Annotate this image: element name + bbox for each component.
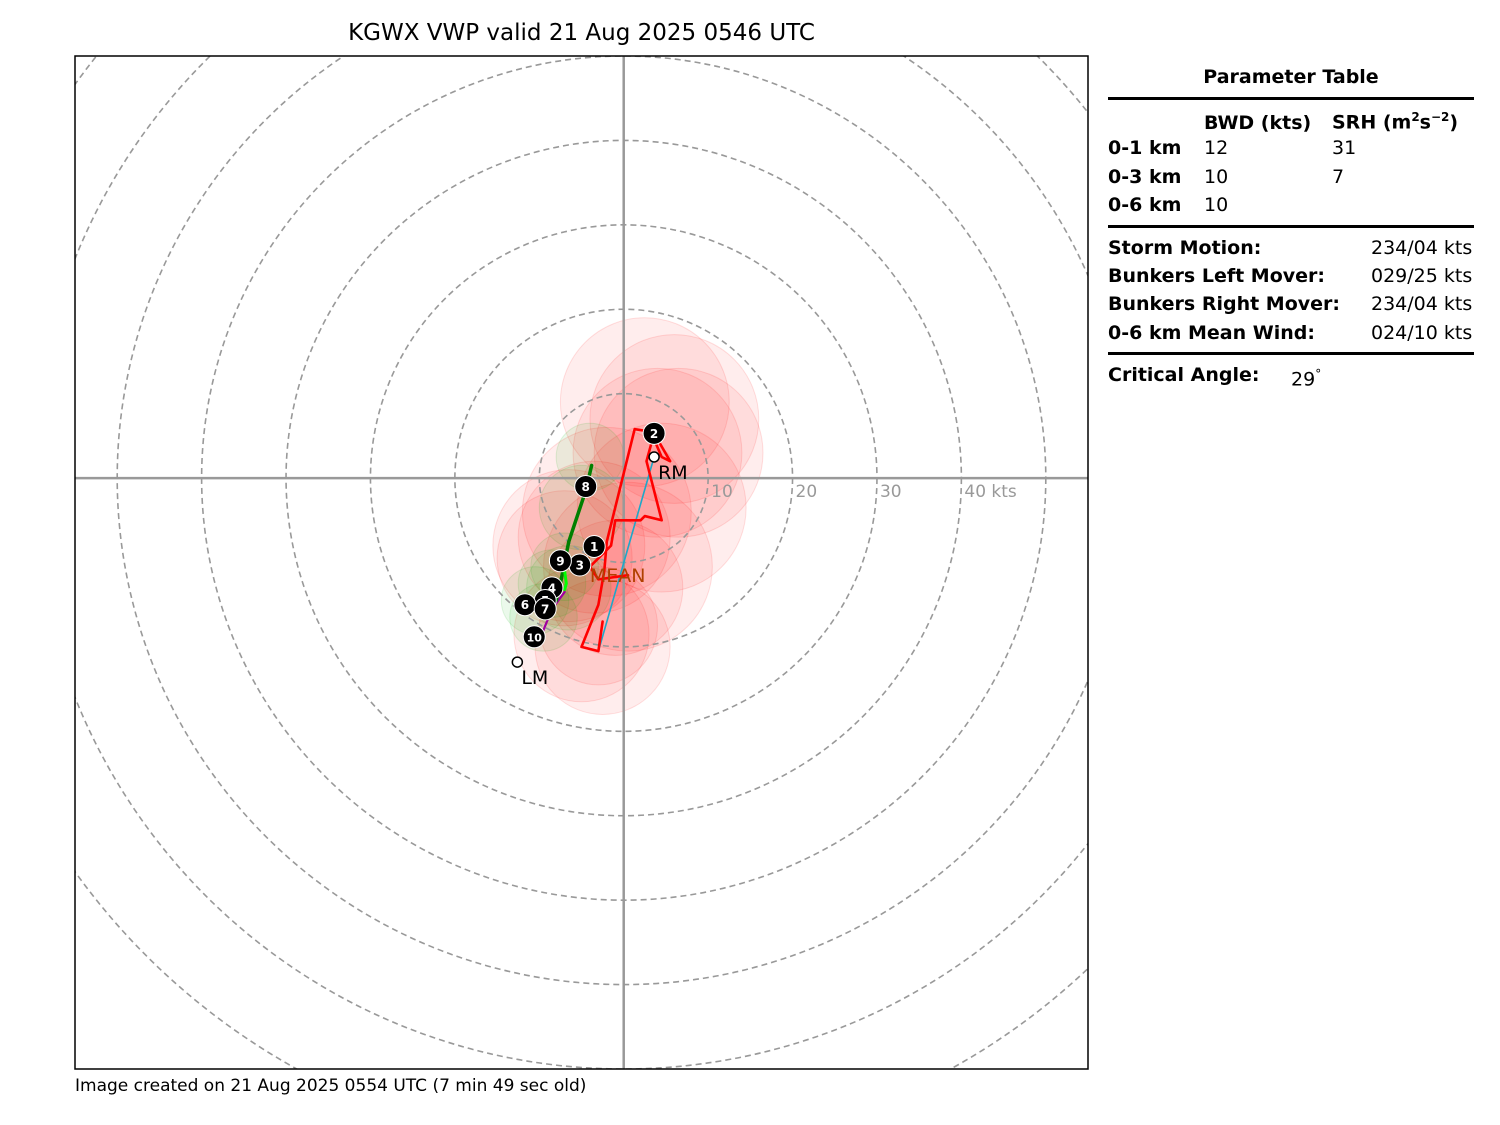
lm-label: LM: [521, 667, 548, 689]
ring-label: 40 kts: [964, 482, 1017, 502]
col-header-srh: SRH (m2s−2): [1332, 110, 1458, 133]
bunkers-right-value: 234/04 kts: [1371, 293, 1473, 315]
bunkers-left-value: 029/25 kts: [1371, 265, 1473, 287]
height-point-7: 7: [533, 597, 557, 621]
storm-motion-value: 234/04 kts: [1371, 237, 1473, 259]
table-divider-bottom: [1108, 352, 1474, 355]
image-created-footer: Image created on 21 Aug 2025 0554 UTC (7…: [75, 1076, 587, 1096]
height-point-label: 9: [556, 554, 564, 568]
bunkers-left-label: Bunkers Left Mover:: [1108, 265, 1325, 287]
ring-label: 10: [711, 482, 733, 502]
bwd-0-3km: 10: [1204, 166, 1229, 188]
row-label-0-6km: 0-6 km: [1108, 194, 1182, 216]
height-point-marker: [574, 475, 598, 499]
height-point-marker: [642, 421, 666, 445]
critical-angle-value: 29°: [1291, 367, 1321, 390]
height-point-label: 10: [527, 631, 543, 644]
ring-label: 20: [796, 482, 818, 502]
ring-labels: 10 20 30 40 kts: [711, 482, 1017, 502]
uncertainty-circle: [589, 334, 760, 504]
uncertainty-circle: [593, 367, 764, 538]
height-point-label: 1: [590, 540, 598, 554]
height-point-label: 4: [548, 581, 556, 595]
height-point-2: 2: [642, 421, 666, 445]
srh-0-1km: 31: [1332, 137, 1357, 159]
height-point-label: 6: [521, 598, 529, 612]
shear-vector-line: [597, 456, 655, 652]
ring-label: 30: [880, 482, 902, 502]
height-point-9: 9: [548, 549, 572, 573]
height-points: 12345678910: [513, 421, 666, 649]
height-point-label: 2: [650, 427, 658, 441]
srh-0-3km: 7: [1332, 166, 1345, 188]
storm-motion-label: Storm Motion:: [1108, 237, 1262, 259]
height-point-8: 8: [574, 475, 598, 499]
srh-header-mid: s: [1419, 111, 1431, 134]
uncertainty-circle: [576, 422, 747, 593]
hodograph-red-line: [580, 427, 672, 653]
height-point-label: 7: [541, 602, 549, 616]
srh-header-end: ): [1449, 111, 1459, 134]
critical-angle-label: Critical Angle:: [1108, 364, 1260, 386]
critical-angle-degree: °: [1315, 367, 1322, 381]
col-header-bwd: BWD (kts): [1204, 112, 1312, 134]
height-point-3: 3: [568, 553, 592, 577]
uncertainty-circle: [543, 481, 713, 652]
height-point-label: 8: [582, 480, 590, 494]
uncertainty-circle: [538, 566, 658, 686]
height-point-10: 10: [522, 625, 546, 649]
srh-header-sup1: 2: [1411, 110, 1420, 124]
rm-marker: [648, 451, 660, 463]
rm-label: RM: [658, 462, 688, 484]
mean-wind-label: 0-6 km Mean Wind:: [1108, 322, 1315, 344]
srh-header-sup2: −2: [1430, 110, 1450, 124]
height-point-label: 3: [576, 559, 584, 573]
bwd-0-6km: 10: [1204, 194, 1229, 216]
height-point-6: 6: [513, 593, 537, 617]
height-point-marker: [533, 597, 557, 621]
srh-header-base: SRH (m: [1332, 111, 1412, 134]
bunkers-right-label: Bunkers Right Mover:: [1108, 293, 1341, 315]
parameter-table-title: Parameter Table: [1203, 66, 1379, 88]
chart-title: KGWX VWP valid 21 Aug 2025 0546 UTC: [348, 20, 815, 46]
row-label-0-3km: 0-3 km: [1108, 166, 1182, 188]
mean-wind-value: 024/10 kts: [1371, 322, 1473, 344]
table-divider-top: [1108, 97, 1474, 100]
lm-marker: [511, 656, 524, 668]
height-point-1: 1: [582, 534, 606, 558]
height-point-marker: [522, 625, 546, 649]
table-divider-middle: [1108, 225, 1474, 228]
critical-angle-number: 29: [1291, 368, 1316, 391]
storm-motion-markers: RM LM MEAN: [511, 451, 688, 689]
mean-wind-label: MEAN: [590, 565, 646, 587]
bwd-0-1km: 12: [1204, 137, 1229, 159]
plot-frame: [74, 55, 1089, 1070]
height-point-marker: [582, 534, 606, 558]
height-point-marker: [548, 549, 572, 573]
row-label-0-1km: 0-1 km: [1108, 137, 1182, 159]
